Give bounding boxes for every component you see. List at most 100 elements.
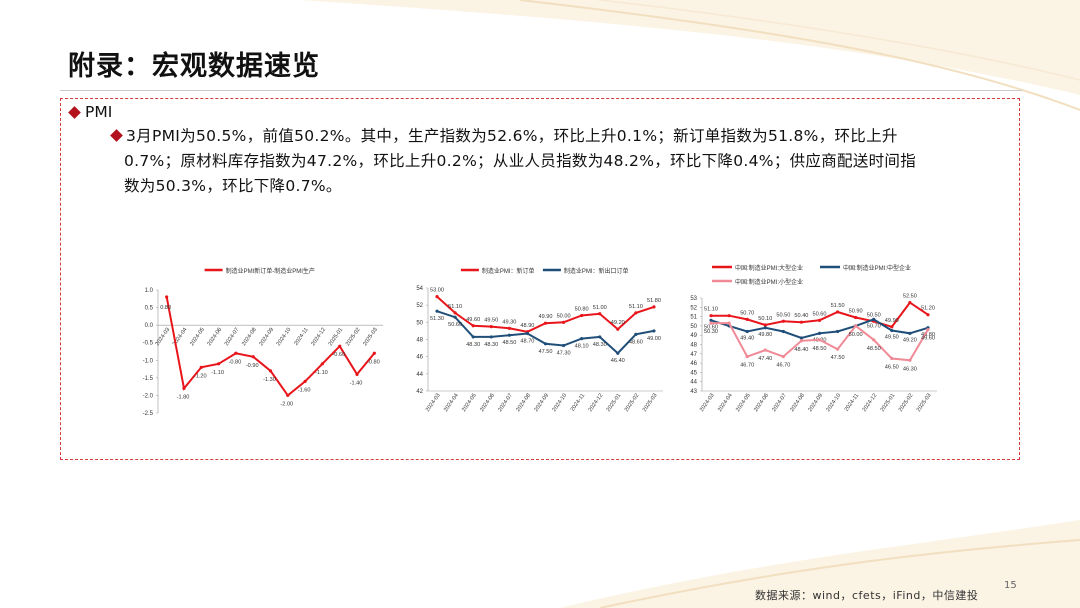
data-point [763,326,767,330]
data-point [489,325,493,329]
data-label: 48.50 [502,340,516,346]
data-label: 49.80 [758,332,772,338]
x-tick-label: 2024-10 [826,393,843,413]
data-point [908,301,912,305]
x-tick-label: 2024-06 [207,327,224,347]
data-label: 48.30 [466,342,480,348]
x-tick-label: 2025-03 [362,327,379,347]
data-point [727,314,731,318]
data-label: 47.40 [758,356,772,362]
data-label: 51.10 [448,304,462,310]
data-point [908,358,912,362]
data-point [251,355,255,359]
data-label: 47.50 [831,355,845,361]
legend-label: 制造业PMI：新出口订单 [564,267,629,275]
data-point [303,379,307,383]
x-tick-label: 2024-09 [258,327,275,347]
data-label: -1.10 [211,370,224,376]
y-tick-label: -0.5 [143,341,154,347]
chart-neworder-vs-export: 制造业PMI：新订单 制造业PMI：新出口订单545250484644422024… [416,267,663,413]
x-tick-label: 2024-09 [807,393,824,413]
x-tick-label: 2025-02 [345,327,362,347]
y-tick-label: 44 [690,380,697,386]
x-tick-label: 2025-02 [898,393,915,413]
data-point [435,294,439,299]
section-label: PMI [85,103,113,121]
data-point [561,343,566,348]
x-tick-label: 2024-11 [844,393,860,413]
data-label: -1.40 [350,380,363,386]
data-label: 49.80 [921,332,935,338]
legend-label: 中国:制造业PMI:中型企业 [843,264,911,272]
content-frame [60,98,1020,460]
x-tick-label: 2024-03 [155,327,172,347]
y-tick-label: 43 [690,389,697,395]
data-label: -1.10 [315,370,328,376]
data-point [745,317,749,321]
y-tick-label: 53 [690,296,697,302]
y-tick-label: 54 [416,286,423,292]
data-point [598,312,602,316]
x-tick-label: 2024-07 [497,393,514,413]
y-tick-label: -1.0 [143,358,154,364]
data-label: -0.60 [332,352,345,358]
data-label: 48.50 [867,346,881,352]
data-label: 46.70 [776,363,790,369]
y-tick-label: 45 [690,370,697,376]
x-tick-label: 2024-12 [588,393,605,413]
y-tick-label: -2.5 [143,411,154,417]
data-label: 49.20 [611,320,625,326]
data-point [616,351,620,355]
data-label: 48.50 [813,346,827,352]
y-tick-label: 51 [690,315,697,321]
y-tick-label: 0.0 [145,323,154,329]
data-point [165,295,169,299]
y-tick-label: 0.5 [145,306,154,312]
x-tick-label: 2024-12 [862,393,879,413]
data-label: 50.60 [448,322,462,328]
data-label: 51.10 [704,307,718,313]
page-title: 附录：宏观数据速览 [68,51,320,82]
y-tick-label: 44 [416,372,423,378]
data-label: 50.10 [758,316,772,322]
x-tick-label: 2024-05 [735,393,752,413]
x-tick-label: 2024-04 [443,393,460,413]
y-tick-label: 1.0 [145,288,154,294]
summary-line-3: 数为50.3%，环比下降0.7%。 [124,177,342,195]
data-label: 51.50 [831,303,845,309]
y-tick-label: 52 [690,305,697,311]
data-point [890,356,894,361]
data-point [182,386,186,390]
data-point [286,393,290,398]
data-label: 51.30 [430,316,444,322]
legend-label: 制造业PMI：新订单 [482,267,535,275]
data-point [817,331,822,335]
data-point [598,335,602,339]
y-tick-label: 48 [690,343,697,349]
data-label: 50.80 [575,306,589,312]
data-point [781,319,785,323]
x-tick-label: 2024-08 [789,393,806,413]
data-point [634,311,638,315]
section-heading: PMI [68,103,113,121]
data-point [835,329,840,334]
x-tick-label: 2024-08 [515,393,532,413]
data-point [234,351,238,355]
data-label: 48.30 [484,342,498,348]
data-point [799,339,804,343]
data-label: -1.80 [177,394,190,400]
x-tick-label: 2024-07 [224,327,241,347]
x-tick-label: 2025-03 [916,393,933,413]
data-label: 49.90 [539,314,553,320]
data-label: 50.30 [704,329,718,335]
data-point [835,347,840,351]
data-label: 50.70 [867,323,881,329]
page-number: 15 [1004,580,1017,591]
data-label: 49.40 [740,335,754,341]
data-point [453,311,457,315]
data-point [872,317,876,321]
x-tick-label: 2024-04 [717,393,734,413]
legend-label: 中国:制造业PMI:小型企业 [735,278,803,286]
x-tick-label: 2025-01 [880,393,897,413]
data-label: 50.70 [740,310,754,316]
